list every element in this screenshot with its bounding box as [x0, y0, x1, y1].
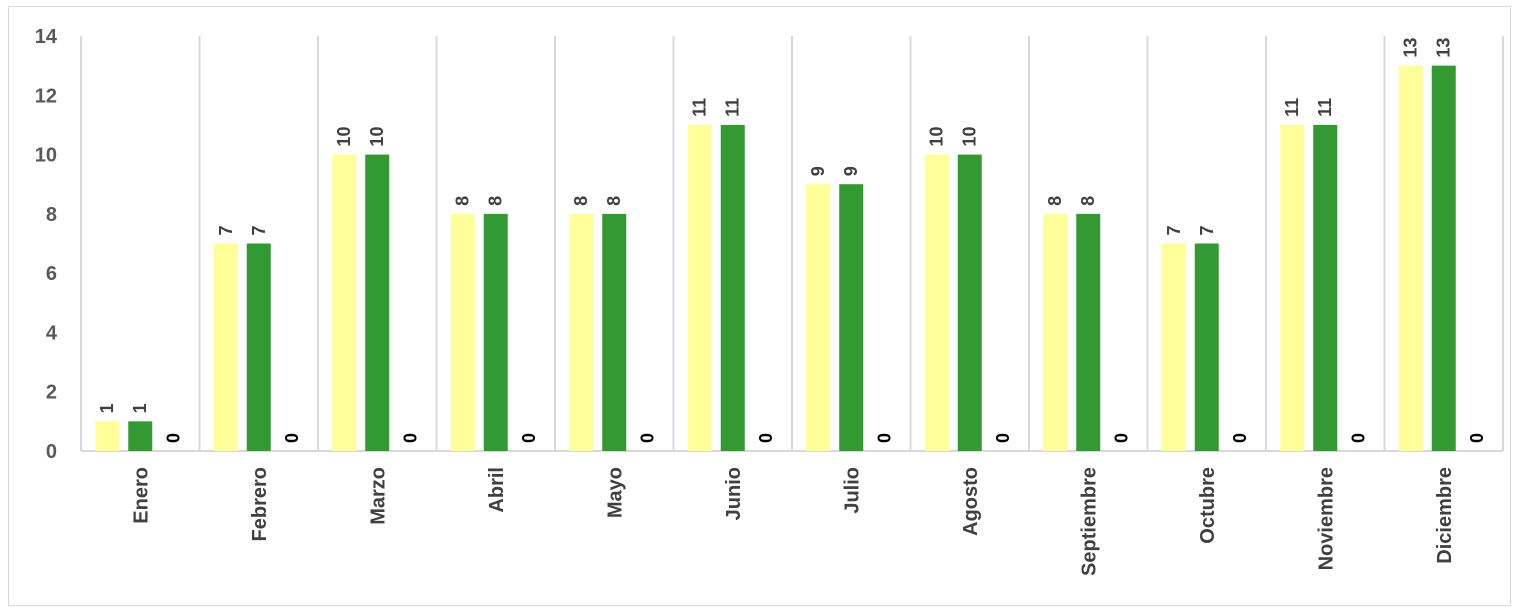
- category-label-diciembre: Diciembre: [1434, 467, 1456, 564]
- bar-febrero-s1: [213, 243, 238, 451]
- data-label: 0: [637, 433, 657, 443]
- y-tick-label: 0: [46, 441, 57, 463]
- data-label: 0: [282, 433, 302, 443]
- data-label: 9: [841, 166, 861, 176]
- data-label: 13: [1434, 38, 1454, 58]
- bar-octubre-s2: [1194, 243, 1219, 451]
- bar-julio-s2: [839, 184, 864, 451]
- data-label: 10: [334, 127, 354, 147]
- data-label: 11: [690, 98, 710, 117]
- category-label-noviembre: Noviembre: [1315, 467, 1337, 570]
- data-label: 7: [1164, 225, 1184, 235]
- bar-diciembre-s2: [1431, 65, 1456, 452]
- category-label-marzo: Marzo: [367, 467, 389, 525]
- category-label-abril: Abril: [486, 467, 508, 513]
- data-label: 0: [1348, 433, 1368, 443]
- bar-noviembre-s1: [1280, 124, 1305, 451]
- data-label: 7: [216, 225, 236, 235]
- y-tick-label: 4: [46, 322, 58, 344]
- data-label: 0: [1111, 433, 1131, 443]
- bar-abril-s2: [483, 213, 508, 451]
- data-label: 8: [453, 196, 473, 206]
- y-tick-label: 6: [46, 263, 57, 285]
- bar-mayo-s2: [602, 213, 627, 451]
- data-label: 8: [1078, 196, 1098, 206]
- data-label: 8: [486, 196, 506, 206]
- data-label: 0: [1230, 433, 1250, 443]
- category-label-febrero: Febrero: [249, 467, 271, 541]
- bar-julio-s1: [806, 184, 831, 451]
- category-label-octubre: Octubre: [1197, 467, 1219, 544]
- bar-diciembre-s1: [1398, 65, 1423, 452]
- data-label: 13: [1401, 38, 1421, 58]
- data-label: 10: [927, 127, 947, 147]
- bar-noviembre-s2: [1313, 124, 1338, 451]
- bar-enero-s2: [128, 421, 153, 451]
- y-tick-label: 12: [35, 85, 57, 107]
- bar-marzo-s2: [365, 154, 390, 452]
- bar-enero-s1: [95, 421, 120, 451]
- data-label: 11: [723, 98, 743, 117]
- bar-agosto-s2: [957, 154, 982, 452]
- bar-agosto-s1: [924, 154, 949, 452]
- data-label: 9: [808, 166, 828, 176]
- bar-septiembre-s1: [1043, 213, 1068, 451]
- data-label: 0: [163, 433, 183, 443]
- data-label: 0: [519, 433, 539, 443]
- data-label: 7: [249, 225, 269, 235]
- y-tick-label: 2: [46, 382, 57, 404]
- data-label: 7: [1197, 225, 1217, 235]
- data-label: 0: [1467, 433, 1487, 443]
- data-label: 0: [874, 433, 894, 443]
- bar-junio-s1: [687, 124, 712, 451]
- data-label: 8: [571, 196, 591, 206]
- category-label-julio: Julio: [841, 467, 863, 514]
- data-label: 8: [604, 196, 624, 206]
- data-label: 10: [960, 127, 980, 147]
- data-label: 10: [367, 127, 387, 147]
- data-label: 11: [1315, 98, 1335, 117]
- category-label-septiembre: Septiembre: [1078, 467, 1100, 576]
- y-tick-label: 14: [35, 26, 58, 48]
- bar-febrero-s2: [246, 243, 271, 451]
- data-label: 1: [97, 403, 117, 413]
- y-tick-label: 8: [46, 204, 57, 226]
- data-label: 0: [400, 433, 420, 443]
- bar-junio-s2: [720, 124, 745, 451]
- data-label: 0: [756, 433, 776, 443]
- data-label: 1: [130, 403, 150, 413]
- bar-mayo-s1: [569, 213, 594, 451]
- category-label-enero: Enero: [130, 467, 152, 524]
- data-label: 11: [1282, 98, 1302, 117]
- category-label-junio: Junio: [723, 467, 745, 520]
- category-label-agosto: Agosto: [960, 467, 982, 536]
- bar-septiembre-s2: [1076, 213, 1101, 451]
- bar-octubre-s1: [1161, 243, 1186, 451]
- data-label: 8: [1045, 196, 1065, 206]
- bar-marzo-s1: [332, 154, 357, 452]
- data-label: 0: [993, 433, 1013, 443]
- y-tick-label: 10: [35, 145, 57, 167]
- bar-abril-s1: [450, 213, 475, 451]
- category-label-mayo: Mayo: [604, 467, 626, 518]
